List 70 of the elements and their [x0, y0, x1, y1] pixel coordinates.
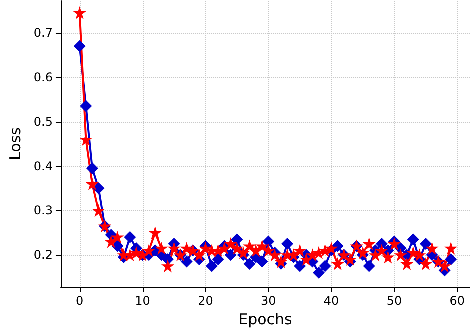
point — [388, 238, 401, 251]
point — [73, 6, 86, 20]
x-tick-label: 40 — [324, 294, 340, 308]
point — [363, 260, 376, 272]
point — [80, 100, 92, 112]
point — [362, 238, 376, 251]
point — [180, 256, 193, 268]
point — [224, 249, 237, 262]
point — [250, 244, 263, 258]
point — [199, 242, 212, 255]
point — [148, 226, 162, 240]
point — [375, 244, 388, 258]
point — [86, 178, 99, 191]
point — [356, 246, 370, 260]
point — [262, 244, 276, 258]
y-tick-label: 0.2 — [34, 248, 53, 262]
point — [319, 260, 332, 272]
point — [74, 40, 86, 52]
y-axis-title: Loss — [6, 127, 24, 161]
point — [192, 248, 206, 262]
point — [369, 248, 382, 262]
point — [92, 204, 106, 218]
point — [420, 238, 432, 250]
point — [400, 258, 414, 270]
point — [212, 254, 224, 266]
point — [444, 242, 458, 255]
point — [312, 266, 325, 279]
point — [382, 250, 395, 264]
point — [80, 133, 93, 146]
point — [394, 248, 408, 262]
point — [161, 260, 174, 273]
point — [287, 248, 300, 262]
point — [256, 256, 268, 268]
y-tick-label: 0.4 — [34, 159, 53, 174]
x-tick-label: 0 — [76, 294, 84, 308]
point — [407, 234, 420, 246]
x-axis-title: Epochs — [238, 310, 293, 328]
point — [344, 253, 357, 266]
point — [124, 231, 136, 244]
y-tick-label: 0.3 — [34, 204, 53, 218]
point — [294, 260, 306, 272]
point — [86, 162, 98, 174]
x-tick-label: 50 — [386, 294, 402, 308]
point — [155, 242, 168, 255]
point — [445, 254, 458, 266]
point — [331, 258, 344, 270]
point — [111, 230, 124, 244]
y-tick-label: 0.5 — [34, 114, 53, 129]
x-tick-label: 10 — [135, 294, 150, 308]
point — [300, 253, 313, 266]
x-tick-label: 60 — [450, 294, 466, 308]
point — [268, 248, 282, 262]
point — [294, 244, 307, 258]
point — [325, 242, 338, 255]
point — [332, 240, 344, 252]
x-tick-label: 20 — [198, 294, 214, 308]
point — [244, 258, 256, 270]
point — [256, 240, 269, 253]
x-tick-label: 30 — [261, 294, 276, 308]
point — [274, 255, 288, 268]
point — [419, 258, 432, 270]
y-tick-label: 0.6 — [34, 70, 53, 84]
point — [142, 244, 156, 258]
point — [231, 234, 244, 246]
point — [206, 260, 218, 272]
point — [282, 238, 294, 250]
point — [224, 238, 238, 251]
point — [168, 242, 181, 255]
point — [426, 242, 439, 255]
y-tick-label: 0.7 — [34, 26, 53, 40]
